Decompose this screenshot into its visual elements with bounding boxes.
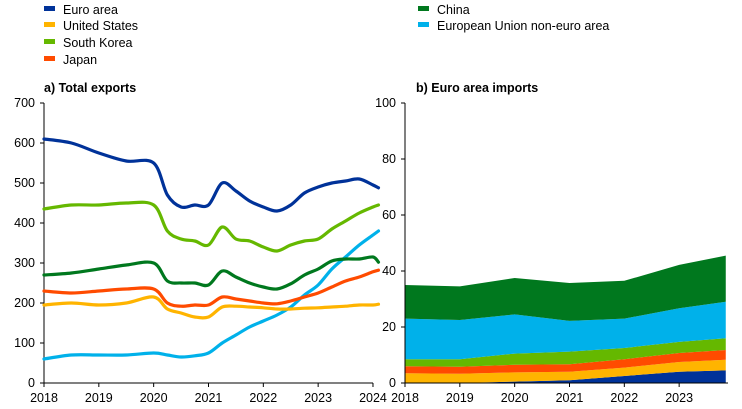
legend-label: Euro area bbox=[63, 3, 118, 17]
panel-a-line-european-union-non-euro-area bbox=[42, 229, 381, 361]
panel-a-x-tick-label: 2021 bbox=[195, 391, 223, 405]
panel-a-x-tick-label: 2023 bbox=[304, 391, 332, 405]
panel-b-x-tick-label: 2021 bbox=[556, 391, 584, 405]
panel-a-line-china bbox=[42, 255, 381, 291]
panel-a-x-tick-label: 2020 bbox=[140, 391, 168, 405]
panel-a-y-tick-label: 200 bbox=[14, 296, 35, 310]
panel-a-line-japan bbox=[42, 268, 381, 308]
panel-b-x-tick-label: 2022 bbox=[610, 391, 638, 405]
panel-b-x-tick-label: 2018 bbox=[391, 391, 419, 405]
panel-a-title: a) Total exports bbox=[44, 81, 137, 95]
panel-b-y-tick-label: 0 bbox=[389, 376, 396, 390]
panel-a-y-tick-label: 100 bbox=[14, 336, 35, 350]
legend-item-south-korea: South Korea bbox=[44, 35, 133, 51]
panel-a-line-south-korea bbox=[42, 200, 381, 253]
panel-a-y-tick-label: 700 bbox=[14, 96, 35, 110]
panel-a-x-tick-label: 2019 bbox=[85, 391, 113, 405]
panel-a-y-tick-label: 500 bbox=[14, 176, 35, 190]
legend-item-japan: Japan bbox=[44, 52, 97, 68]
panel-b-x-tick-label: 2023 bbox=[665, 391, 693, 405]
panel-a-line-euro-area bbox=[42, 137, 381, 213]
panel-b-area-china bbox=[405, 255, 726, 321]
panel-b-y-tick-label: 80 bbox=[382, 152, 396, 166]
panel-b-x-tick-label: 2020 bbox=[501, 391, 529, 405]
panel-b-y-tick-label: 20 bbox=[382, 320, 396, 334]
panel-a-y-tick-label: 300 bbox=[14, 256, 35, 270]
panel-b-area-japan bbox=[405, 349, 726, 374]
legend-label: Japan bbox=[63, 53, 98, 67]
panel-a-y-tick-label: 600 bbox=[14, 136, 35, 150]
legend-label: South Korea bbox=[63, 36, 133, 50]
panel-a-x-tick-label: 2018 bbox=[30, 391, 58, 405]
panel-b-area-united-states bbox=[405, 359, 726, 383]
panel-a-x-tick-label: 2022 bbox=[249, 391, 277, 405]
legend-swatch-japan bbox=[44, 56, 55, 62]
legend-swatch-south-korea bbox=[44, 39, 55, 45]
legend-label: China bbox=[437, 3, 470, 17]
panel-b-area-euro-area bbox=[405, 370, 726, 383]
panel-b-y-tick-label: 60 bbox=[382, 208, 396, 222]
panel-a-y-tick-label: 400 bbox=[14, 216, 35, 230]
legend-swatch-china bbox=[418, 6, 429, 12]
legend-item-euro-area: Euro area bbox=[44, 2, 118, 18]
panel-b-y-tick-label: 40 bbox=[382, 264, 396, 278]
panel-a-x-tick-label: 2024 bbox=[359, 391, 387, 405]
panel-b-area-european-union-non-euro-area bbox=[405, 301, 726, 360]
panel-b-title: b) Euro area imports bbox=[416, 81, 539, 95]
legend-swatch-united-states bbox=[44, 22, 55, 28]
panel-b-area-south-korea bbox=[405, 338, 726, 367]
panel-b-y-tick-label: 100 bbox=[375, 96, 396, 110]
legend-label: United States bbox=[63, 19, 139, 33]
legend-item-united-states: United States bbox=[44, 18, 138, 34]
panel-a-y-tick-label: 0 bbox=[28, 376, 35, 390]
legend-label: European Union non-euro area bbox=[437, 19, 610, 33]
panel-b-x-tick-label: 2019 bbox=[446, 391, 474, 405]
legend-swatch-euro-area bbox=[44, 6, 55, 12]
legend-item-china: China bbox=[418, 2, 470, 18]
legend-swatch-eu-non-euro bbox=[418, 22, 429, 28]
panel-a-line-united-states bbox=[42, 295, 381, 320]
legend-item-eu-non-euro: European Union non-euro area bbox=[418, 18, 609, 34]
